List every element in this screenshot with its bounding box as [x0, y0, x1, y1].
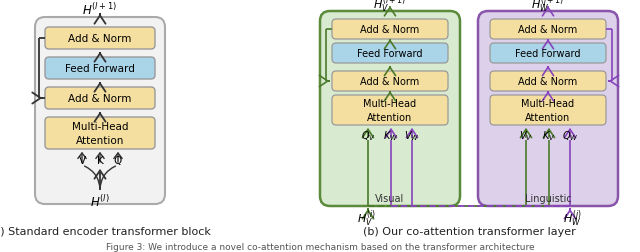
FancyBboxPatch shape: [490, 72, 606, 92]
Text: $H^{(l)}$: $H^{(l)}$: [90, 193, 110, 209]
Text: K: K: [97, 155, 104, 165]
Text: Visual: Visual: [376, 193, 404, 203]
Text: $V_W$: $V_W$: [404, 129, 420, 142]
Text: Q: Q: [114, 155, 122, 165]
Text: Multi-Head: Multi-Head: [522, 99, 575, 109]
FancyBboxPatch shape: [332, 96, 448, 125]
Text: Attention: Attention: [525, 113, 571, 122]
Text: (b) Our co-attention transformer layer: (b) Our co-attention transformer layer: [363, 226, 575, 236]
FancyBboxPatch shape: [332, 44, 448, 64]
Text: $H_W^{(j)}$: $H_W^{(j)}$: [563, 208, 581, 229]
FancyBboxPatch shape: [332, 72, 448, 92]
Text: Figure 3: We introduce a novel co-attention mechanism based on the transformer a: Figure 3: We introduce a novel co-attent…: [106, 242, 534, 251]
Text: $H_V^{(i)}$: $H_V^{(i)}$: [356, 208, 375, 229]
FancyBboxPatch shape: [45, 28, 155, 50]
Text: $K_V$: $K_V$: [542, 129, 556, 142]
FancyBboxPatch shape: [35, 18, 165, 204]
FancyBboxPatch shape: [45, 58, 155, 80]
Text: $H_W^{(j+1)}$: $H_W^{(j+1)}$: [531, 0, 564, 15]
FancyBboxPatch shape: [478, 12, 618, 206]
Text: V: V: [79, 155, 86, 165]
FancyBboxPatch shape: [490, 96, 606, 125]
FancyBboxPatch shape: [320, 12, 460, 206]
Text: $Q_V$: $Q_V$: [361, 129, 375, 142]
Text: $Q_W$: $Q_W$: [562, 129, 579, 142]
FancyBboxPatch shape: [45, 117, 155, 149]
Text: Add & Norm: Add & Norm: [518, 25, 578, 35]
Text: Add & Norm: Add & Norm: [360, 77, 420, 87]
Text: Feed Forward: Feed Forward: [515, 49, 580, 59]
Text: Add & Norm: Add & Norm: [68, 94, 132, 104]
Text: Feed Forward: Feed Forward: [357, 49, 423, 59]
Text: Multi-Head: Multi-Head: [364, 99, 417, 109]
Text: $V_V$: $V_V$: [519, 129, 533, 142]
FancyBboxPatch shape: [45, 88, 155, 110]
Text: Feed Forward: Feed Forward: [65, 64, 135, 74]
Text: Multi-Head: Multi-Head: [72, 121, 128, 132]
Text: Attention: Attention: [76, 136, 124, 145]
Text: Add & Norm: Add & Norm: [360, 25, 420, 35]
Text: Add & Norm: Add & Norm: [68, 34, 132, 44]
Text: $H^{(l+1)}$: $H^{(l+1)}$: [83, 2, 118, 18]
Text: Attention: Attention: [367, 113, 413, 122]
Text: $H_V^{(i+1)}$: $H_V^{(i+1)}$: [373, 0, 406, 15]
Text: Add & Norm: Add & Norm: [518, 77, 578, 87]
FancyBboxPatch shape: [332, 20, 448, 40]
Text: $K_W$: $K_W$: [383, 129, 399, 142]
FancyBboxPatch shape: [490, 20, 606, 40]
Text: Linguistic: Linguistic: [525, 193, 572, 203]
FancyBboxPatch shape: [490, 44, 606, 64]
Text: (a) Standard encoder transformer block: (a) Standard encoder transformer block: [0, 226, 211, 236]
